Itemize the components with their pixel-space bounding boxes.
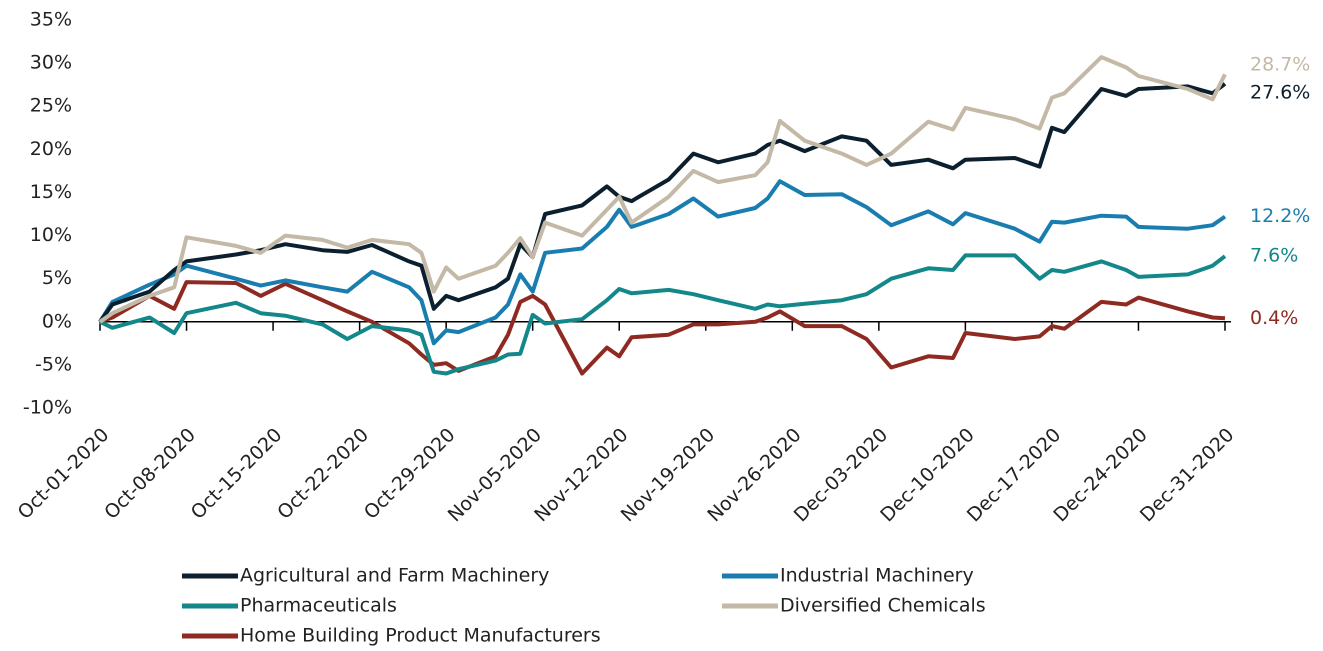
series-line: [98, 55, 1227, 324]
y-tick-label: 15%: [30, 181, 72, 203]
series-line: [98, 179, 1227, 346]
series-line: [99, 280, 1226, 376]
series-line: [99, 253, 1227, 376]
x-tick-label: Oct-15-2020: [187, 424, 287, 524]
end-label: 0.4%: [1250, 307, 1298, 329]
y-tick-label: -10%: [23, 397, 72, 419]
legend-label: Diversified Chemicals: [780, 595, 986, 617]
end-label: 28.7%: [1250, 54, 1310, 76]
legend-label: Industrial Machinery: [780, 565, 974, 587]
series-line: [98, 82, 1227, 323]
y-tick-label: 20%: [30, 138, 72, 160]
y-tick-label: 0%: [42, 310, 72, 332]
y-tick-label: 5%: [42, 267, 72, 289]
end-label: 7.6%: [1250, 245, 1298, 267]
y-tick-label: 35%: [30, 9, 72, 31]
x-tick-label: Oct-08-2020: [100, 424, 200, 524]
y-tick-label: 30%: [30, 52, 72, 74]
y-tick-label: 25%: [30, 95, 72, 117]
legend-label: Pharmaceuticals: [240, 595, 397, 617]
y-tick-label: -5%: [35, 353, 72, 375]
end-label: 12.2%: [1250, 205, 1310, 227]
legend-label: Home Building Product Manufacturers: [240, 625, 601, 647]
y-tick-label: 10%: [30, 224, 72, 246]
legend-label: Agricultural and Farm Machinery: [240, 565, 549, 587]
end-label: 27.6%: [1250, 82, 1310, 104]
x-tick-label: Oct-22-2020: [273, 424, 373, 524]
x-tick-label: Oct-01-2020: [14, 424, 114, 524]
